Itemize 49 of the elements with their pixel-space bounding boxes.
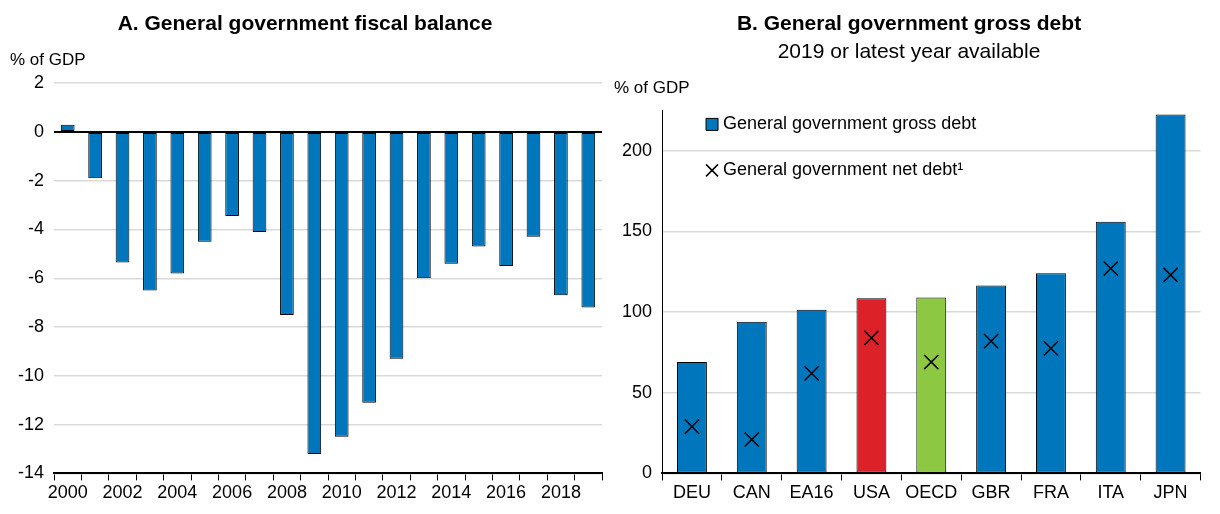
x-tick-label: 2012 <box>376 482 417 503</box>
chart-subtitle: 2019 or latest year available <box>777 38 1041 62</box>
point <box>1162 267 1179 283</box>
x-tick-label: GBR <box>971 482 1011 503</box>
y-tick-label: -10 <box>18 364 45 385</box>
chart-title: B. General government gross debt <box>736 11 1082 35</box>
y-tick-label: 2 <box>34 72 45 93</box>
y-tick-label: -4 <box>28 218 45 239</box>
x-tick-label: OECD <box>905 482 958 503</box>
legend-label: General government net debt¹ <box>723 159 964 180</box>
y-axis-title: % of GDP <box>614 77 690 97</box>
x-tick-label: JPN <box>1153 482 1188 503</box>
x-tick-label: 2008 <box>266 482 307 503</box>
y-tick-label: -12 <box>18 413 45 434</box>
x-tick-label: 2014 <box>431 482 472 503</box>
y-tick-label: 200 <box>621 139 653 160</box>
y-tick-label: -6 <box>28 267 45 288</box>
x-tick-label: DEU <box>672 482 711 503</box>
chart-title: A. General government fiscal balance <box>117 11 493 35</box>
x-tick-label: 2010 <box>321 482 362 503</box>
point <box>1102 260 1119 277</box>
x-tick-label: USA <box>852 482 890 503</box>
x-tick-label: 2002 <box>102 482 143 503</box>
point <box>743 431 760 448</box>
y-tick-label: 150 <box>621 220 653 241</box>
x-tick-label: EA16 <box>789 482 834 503</box>
x-tick-label: 2018 <box>540 482 581 503</box>
x-tick-label: ITA <box>1097 482 1125 503</box>
point <box>923 354 940 370</box>
x-tick-label: 2004 <box>157 482 198 503</box>
x-tick-label: 2006 <box>212 482 253 503</box>
point <box>983 333 999 349</box>
y-tick-label: 100 <box>621 301 653 322</box>
x-tick-label: 2000 <box>47 482 88 503</box>
y-axis-title: % of GDP <box>10 50 86 70</box>
point <box>684 418 700 435</box>
x-tick-label: FRA <box>1032 482 1069 503</box>
legend-label: General government gross debt <box>723 113 977 134</box>
x-tick-label: 2016 <box>486 482 527 503</box>
point <box>803 365 820 382</box>
y-tick-label: -14 <box>18 462 45 483</box>
point <box>1043 340 1059 357</box>
y-tick-label: 50 <box>632 381 653 402</box>
y-tick-label: -2 <box>28 169 45 190</box>
y-tick-label: 0 <box>34 120 45 141</box>
y-tick-label: 0 <box>642 462 653 483</box>
x-tick-label: CAN <box>732 482 771 503</box>
y-tick-label: -8 <box>28 316 45 337</box>
point <box>863 330 880 346</box>
